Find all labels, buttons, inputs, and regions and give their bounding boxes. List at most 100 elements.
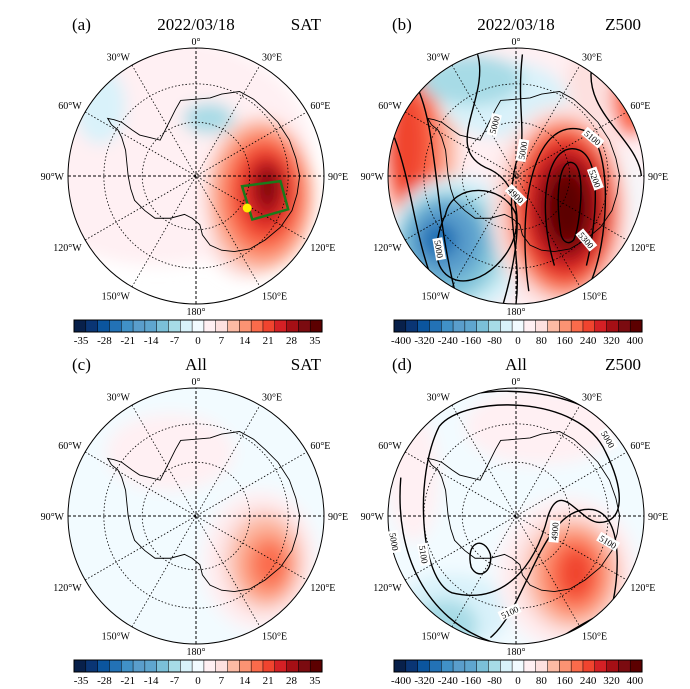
colorbar-cell — [417, 319, 430, 333]
longitude-label: 150°E — [582, 291, 607, 302]
anomaly-shading — [388, 413, 440, 542]
colorbar-cell — [120, 659, 134, 673]
longitude-label: 60°W — [58, 101, 82, 112]
colorbar-cell — [109, 659, 122, 673]
contour-label-text: 5000 — [516, 140, 529, 160]
longitude-label: 180° — [187, 307, 206, 318]
shaded-field — [68, 48, 314, 279]
contour-label: 5000 — [432, 237, 447, 261]
colorbar-cell — [239, 659, 252, 673]
colorbar-cell — [417, 659, 430, 673]
longitude-label: 120°E — [310, 583, 335, 594]
colorbar-cell — [250, 659, 264, 673]
colorbar-cell — [535, 319, 549, 333]
colorbar-cell — [476, 659, 490, 673]
meridian-line — [452, 405, 580, 627]
anomaly-shading — [74, 67, 126, 144]
colorbar: -35 -28 -21 -14 -7 0 7 14 21 28 35 — [73, 319, 323, 347]
colorbar-cell — [629, 659, 643, 673]
longitude-label: 90°W — [41, 172, 65, 183]
colorbar-cell — [440, 319, 454, 333]
meridian-line — [85, 452, 307, 580]
panel-title: All — [185, 355, 207, 374]
longitude-label: 60°E — [310, 441, 330, 452]
colorbar-cell — [191, 319, 205, 333]
colorbar-tick-label: -28 — [97, 675, 112, 687]
height-contour — [470, 543, 491, 574]
colorbar-tick-label: -400 — [391, 675, 412, 687]
colorbar-cell — [109, 319, 122, 333]
height-contour — [423, 405, 619, 595]
longitude-label: 30°E — [262, 53, 282, 64]
longitude-label: 150°W — [422, 291, 451, 302]
colorbar-tick-label: 14 — [239, 335, 251, 347]
longitude-label: 90°W — [361, 512, 385, 523]
colorbar-tick-label: 160 — [557, 675, 574, 687]
height-contour — [558, 162, 581, 242]
colorbar-cell — [405, 319, 419, 333]
colorbar-tick-label: -7 — [170, 675, 180, 687]
polar-map — [362, 362, 669, 669]
anomaly-shading — [560, 550, 592, 597]
colorbar-cell — [73, 319, 87, 333]
anomaly-shading — [258, 170, 277, 202]
colorbar-cell — [488, 319, 501, 333]
colorbar-tick-label: -240 — [438, 675, 459, 687]
colorbar-cell — [132, 659, 146, 673]
colorbar-cell — [523, 659, 537, 673]
colorbar-tick-label: 0 — [195, 675, 201, 687]
longitude-label: 120°W — [53, 583, 82, 594]
antarctica-coastline — [108, 92, 300, 252]
colorbar-tick-label: -160 — [461, 335, 482, 347]
colorbar-tick-label: 35 — [309, 675, 321, 687]
colorbar-cell — [452, 319, 466, 333]
colorbar-cell — [215, 659, 229, 673]
longitude-label: 0° — [512, 377, 521, 388]
longitude-label: 60°W — [378, 441, 402, 452]
colorbar-cell — [227, 659, 240, 673]
longitude-label: 0° — [512, 37, 521, 48]
panel-variable: Z500 — [605, 15, 641, 34]
longitude-label: 30°E — [582, 393, 602, 404]
colorbar-cell — [156, 659, 170, 673]
panel-title: All — [505, 355, 527, 374]
map-panel-c: 0° 30°E 60°E 90°E 120°E 150°E 180° 150°W 120°W 90… — [41, 355, 350, 687]
station-marker — [242, 203, 252, 213]
map-border — [388, 48, 644, 304]
colorbar-cell — [618, 319, 631, 333]
longitude-label: 150°E — [582, 631, 607, 642]
colorbar-cell — [309, 659, 323, 673]
longitude-label: 60°E — [630, 101, 650, 112]
colorbar-cell — [180, 659, 193, 673]
colorbar-border — [393, 319, 643, 333]
colorbar-cell — [559, 319, 572, 333]
colorbar-cell — [274, 319, 288, 333]
contour-label-text: 5100 — [417, 545, 430, 565]
longitude-label: 30°W — [427, 53, 451, 64]
longitude-label: 30°W — [107, 53, 131, 64]
graticule — [68, 48, 324, 304]
colorbar-cell — [168, 659, 181, 673]
colorbar-tick-label: 7 — [219, 335, 225, 347]
colorbar-tick-label: -80 — [487, 675, 502, 687]
anomaly-shading — [612, 60, 644, 138]
colorbar-cell — [476, 319, 490, 333]
panel-variable: SAT — [291, 355, 322, 374]
meridian-line — [85, 112, 307, 240]
longitude-label: 120°E — [630, 583, 655, 594]
longitude-label: 120°E — [630, 243, 655, 254]
colorbar-tick-label: -400 — [391, 335, 412, 347]
map-border — [68, 48, 324, 304]
colorbar-border — [73, 319, 323, 333]
colorbar-tick-label: 28 — [286, 335, 298, 347]
longitude-label: 60°E — [310, 101, 330, 112]
height-contour — [400, 478, 490, 642]
colorbar: -400 -320 -240 -160 -80 0 80 160 240 320 400 — [391, 319, 644, 347]
colorbar-tick-label: 0 — [515, 675, 521, 687]
colorbar-cell — [298, 319, 311, 333]
colorbar-tick-label: -35 — [74, 335, 89, 347]
colorbar-cell — [570, 319, 584, 333]
colorbar-cell — [547, 659, 560, 673]
meridian-line — [452, 405, 580, 627]
